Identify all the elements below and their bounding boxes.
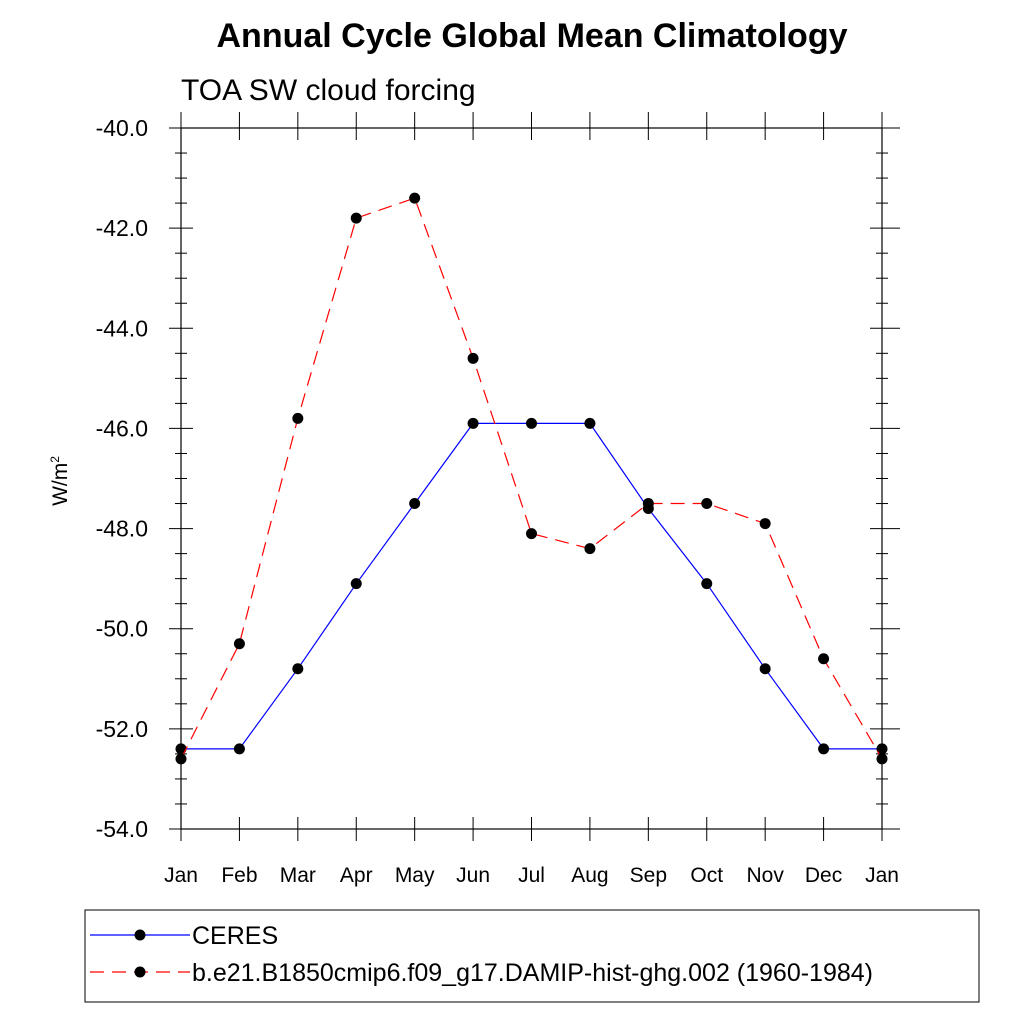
data-point-series-1	[876, 753, 888, 765]
data-point-series-1	[292, 412, 304, 424]
x-tick-label: Jun	[456, 864, 490, 887]
data-point-series-0	[584, 417, 596, 429]
series-line-1	[180, 197, 883, 760]
data-point-series-0	[467, 417, 479, 429]
y-tick-label: -54.0	[96, 816, 148, 842]
data-point-series-0	[818, 743, 830, 755]
axis-ticks	[169, 112, 900, 841]
x-tick-label: Oct	[690, 864, 723, 887]
data-point-series-0	[409, 498, 421, 510]
y-tick-label: -40.0	[96, 115, 148, 141]
data-point-series-1	[233, 638, 245, 650]
x-tick-label: Aug	[571, 864, 608, 887]
x-tick-label: Jan	[865, 864, 899, 887]
data-point-series-0	[701, 578, 713, 590]
legend-label-0: CERES	[192, 922, 278, 950]
data-point-series-0	[175, 743, 187, 755]
x-tick-label: Mar	[280, 864, 316, 887]
x-tick-label: Nov	[746, 864, 784, 887]
y-tick-label: -44.0	[96, 315, 148, 341]
data-point-series-1	[642, 498, 654, 510]
data-point-series-1	[526, 528, 537, 540]
data-point-series-1	[467, 352, 479, 364]
x-tick-label: Jul	[518, 864, 545, 887]
x-tick-label: May	[395, 864, 435, 887]
data-point-series-1	[584, 543, 596, 555]
data-point-series-1	[409, 192, 421, 204]
x-tick-label: Apr	[340, 864, 373, 887]
chart-title: Annual Cycle Global Mean Climatology	[217, 17, 848, 55]
plot-frame	[180, 127, 883, 830]
data-point-series-0	[759, 663, 771, 675]
data-point-series-1	[701, 498, 713, 510]
x-tick-labels: Jan Feb Mar Apr May Jun Jul Aug Sep Oct Nov Dec Jan	[164, 864, 899, 887]
data-point-series-0	[350, 578, 362, 590]
x-tick-label: Dec	[805, 864, 842, 887]
x-tick-label: Feb	[221, 864, 257, 887]
y-tick-label: -50.0	[96, 616, 148, 642]
series-layer	[175, 192, 888, 765]
data-point-series-1	[818, 653, 830, 665]
x-tick-label: Jan	[164, 864, 198, 887]
y-axis-label: W/m2	[48, 456, 72, 506]
data-point-series-1	[175, 753, 187, 765]
data-point-series-0	[233, 743, 245, 755]
y-tick-label: -48.0	[96, 516, 148, 542]
chart-subtitle: TOA SW cloud forcing	[181, 74, 476, 107]
y-tick-label: -42.0	[96, 215, 148, 241]
x-tick-label: Sep	[630, 864, 667, 887]
data-point-series-0	[876, 743, 888, 755]
data-point-series-0	[292, 663, 304, 675]
legend-label-1: b.e21.B1850cmip6.f09_g17.DAMIP-hist-ghg.…	[192, 959, 873, 987]
legend-marker-1	[134, 966, 146, 978]
data-point-series-0	[526, 417, 537, 429]
y-tick-labels: -40.0 -42.0 -44.0 -46.0 -48.0 -50.0 -52.0 -54.0	[96, 115, 148, 842]
legend-marker-0	[134, 929, 146, 941]
y-tick-label: -52.0	[96, 716, 148, 742]
data-point-series-1	[759, 518, 771, 530]
series-line-0	[181, 422, 882, 750]
legend-box	[84, 909, 980, 1003]
data-point-series-1	[350, 212, 362, 224]
legend: CERES b.e21.B1850cmip6.f09_g17.DAMIP-hist…	[90, 922, 873, 987]
y-tick-label: -46.0	[96, 415, 148, 441]
